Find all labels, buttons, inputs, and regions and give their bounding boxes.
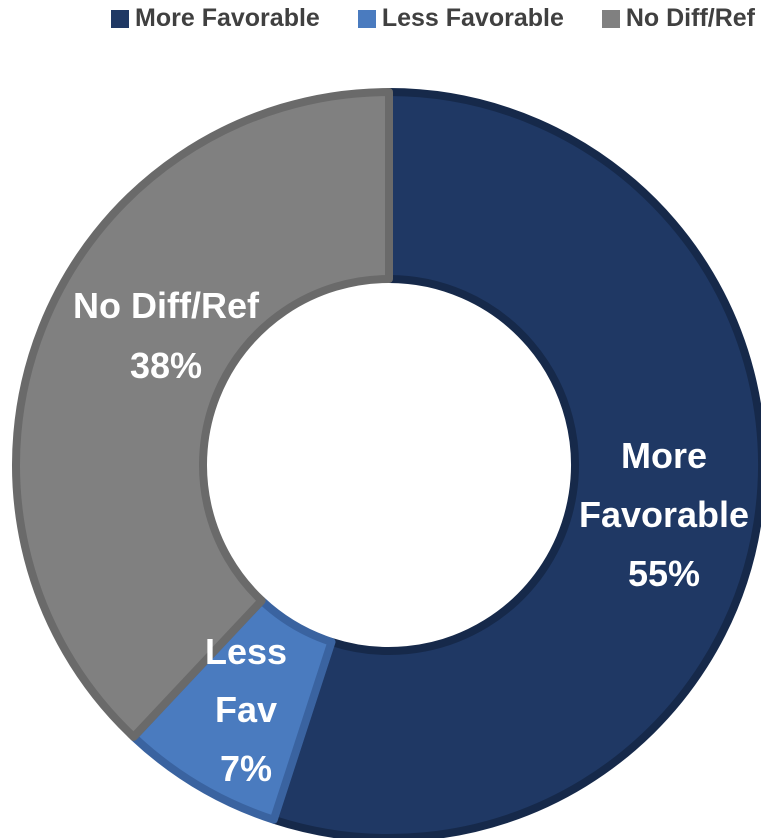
data-label-no-diff-ref-line-2: 38% xyxy=(130,345,202,386)
legend-item-more-favorable: More Favorable xyxy=(111,4,320,33)
data-label-less-favorable-line-1: Less xyxy=(205,631,287,672)
legend-label-more-favorable: More Favorable xyxy=(135,4,320,32)
legend-label-less-favorable: Less Favorable xyxy=(381,4,564,32)
slice-more-favorable xyxy=(269,88,761,838)
legend-item-no-diff-ref: No Diff/Ref xyxy=(601,4,755,33)
data-label-more-favorable-line-2: Favorable xyxy=(579,494,749,535)
legend-swatch-no-diff-ref xyxy=(601,9,620,28)
data-label-more-favorable-line-3: 55% xyxy=(628,553,700,594)
data-label-less-favorable-line-3: 7% xyxy=(220,748,272,789)
data-label-more-favorable-line-1: More xyxy=(621,435,707,476)
data-label-less-favorable-line-2: Fav xyxy=(215,689,277,730)
legend-swatch-less-favorable xyxy=(357,9,376,28)
legend-label-no-diff-ref: No Diff/Ref xyxy=(625,4,755,32)
chart-legend: More Favorable Less Favorable No Diff/Re… xyxy=(0,4,761,33)
legend-item-less-favorable: Less Favorable xyxy=(357,4,564,33)
legend-swatch-more-favorable xyxy=(111,9,130,28)
data-label-no-diff-ref-line-1: No Diff/Ref xyxy=(73,285,260,326)
slice-no-diff-ref xyxy=(12,88,393,741)
